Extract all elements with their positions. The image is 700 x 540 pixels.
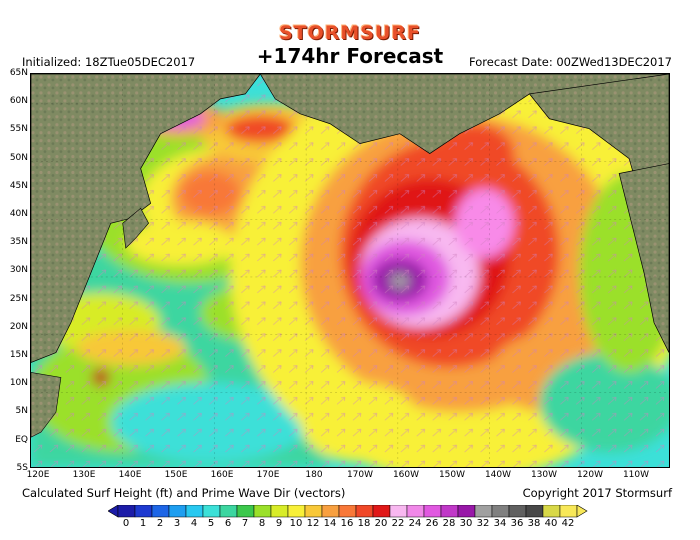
lat-label: 20N (9, 321, 28, 332)
legend-value-label: 42 (561, 518, 575, 529)
lat-label: 35N (9, 237, 28, 248)
lon-label: 140W (484, 470, 512, 480)
legend-swatch (270, 505, 289, 518)
legend-value-label: 0 (122, 518, 130, 529)
legend-swatch (185, 505, 204, 518)
legend-swatch (253, 505, 272, 518)
lat-label: 60N (9, 96, 28, 107)
lat-label: 40N (9, 209, 28, 219)
legend-value-label: 20 (374, 518, 388, 529)
lon-label: 130E (72, 470, 96, 480)
legend-value-label: 2 (156, 518, 164, 529)
legend-value-label: 36 (510, 518, 524, 529)
land-masses (31, 74, 669, 438)
lon-label: 140E (118, 470, 142, 480)
legend-value-label: 38 (527, 518, 541, 529)
forecast-date-label: Forecast Date: 00ZWed13DEC2017 (469, 55, 672, 69)
lat-label: EQ (15, 434, 28, 445)
lon-label: 120W (576, 470, 604, 480)
stormsurf-logo: STORMSURF (278, 22, 422, 44)
legend-swatch (389, 505, 408, 518)
lat-label: 45N (9, 180, 28, 191)
legend-swatch (559, 505, 578, 518)
initialized-label: Initialized: 18ZTue05DEC2017 (22, 55, 196, 69)
lon-label: 160E (210, 470, 234, 480)
legend-arrow-high (576, 505, 588, 518)
legend-swatch (457, 505, 476, 518)
lat-label: 15N (9, 350, 28, 360)
legend-swatch (304, 505, 323, 518)
legend-swatch (287, 505, 306, 518)
lat-label: 30N (9, 265, 28, 276)
copyright-label: Copyright 2017 Stormsurf (522, 486, 672, 500)
legend-swatch (168, 505, 187, 518)
lat-label: 55N (9, 124, 28, 135)
legend-swatch (423, 505, 442, 518)
legend-swatch (134, 505, 153, 518)
legend-value-label: 5 (207, 518, 215, 529)
legend-value-label: 7 (241, 518, 249, 529)
legend-swatch (219, 505, 238, 518)
surf-height-map (30, 73, 670, 468)
legend-value-label: 32 (476, 518, 490, 529)
lon-label: 130W (530, 470, 558, 480)
legend-swatch (474, 505, 493, 518)
legend-value-label: 26 (425, 518, 439, 529)
legend-value-label: 8 (258, 518, 266, 529)
lat-label: 5S (16, 462, 28, 473)
lon-label: 180 (305, 470, 323, 480)
legend-swatch (491, 505, 510, 518)
legend-swatch (542, 505, 561, 518)
legend-swatch (151, 505, 170, 518)
legend-value-label: 18 (357, 518, 371, 529)
legend-swatch (525, 505, 544, 518)
legend-value-label: 9 (275, 518, 283, 529)
legend-swatch (338, 505, 357, 518)
legend-swatch (508, 505, 527, 518)
legend-swatch (406, 505, 425, 518)
legend-value-label: 16 (340, 518, 354, 529)
legend-value-label: 12 (306, 518, 320, 529)
lon-label: 170W (346, 470, 374, 480)
map-caption: Calculated Surf Height (ft) and Prime Wa… (22, 486, 346, 500)
legend-value-label: 24 (408, 518, 422, 529)
lon-label: 120E (26, 470, 50, 480)
legend-value-label: 6 (224, 518, 232, 529)
legend-value-label: 28 (442, 518, 456, 529)
lat-label: 25N (9, 293, 28, 304)
forecast-title: +174hr Forecast (256, 44, 444, 68)
lon-label: 150E (164, 470, 188, 480)
legend-value-label: 1 (139, 518, 147, 529)
legend-value-label: 22 (391, 518, 405, 529)
legend-value-label: 14 (323, 518, 337, 529)
color-scale-legend (108, 505, 588, 518)
legend-value-label: 34 (493, 518, 507, 529)
lon-label: 150W (438, 470, 466, 480)
lat-label: 10N (9, 378, 28, 389)
legend-value-label: 4 (190, 518, 198, 529)
legend-value-label: 30 (459, 518, 473, 529)
legend-value-label: 3 (173, 518, 181, 529)
legend-swatch (355, 505, 374, 518)
legend-value-label: 40 (544, 518, 558, 529)
legend-arrow-low (108, 505, 119, 518)
legend-swatch (321, 505, 340, 518)
legend-swatch (372, 505, 391, 518)
lat-label: 65N (9, 68, 28, 78)
lon-label: 110W (622, 470, 650, 480)
graticule (31, 74, 669, 467)
legend-swatch (117, 505, 136, 518)
lon-label: 160W (392, 470, 420, 480)
lon-label: 170E (256, 470, 280, 480)
legend-swatch (202, 505, 221, 518)
legend-value-label: 10 (289, 518, 303, 529)
lat-label: 50N (9, 152, 28, 163)
legend-swatch (236, 505, 255, 518)
legend-swatch (440, 505, 459, 518)
lat-label: 5N (15, 406, 28, 417)
